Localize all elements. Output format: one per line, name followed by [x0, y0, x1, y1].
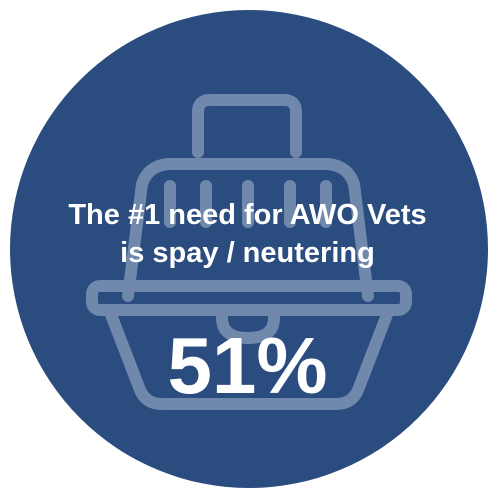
headline-line-1: The #1 need for AWO Vets	[0, 196, 495, 234]
stat-value: 51%	[0, 318, 495, 414]
headline-line-2: is spay / neutering	[0, 234, 495, 272]
headline: The #1 need for AWO Vets is spay / neute…	[0, 196, 495, 272]
